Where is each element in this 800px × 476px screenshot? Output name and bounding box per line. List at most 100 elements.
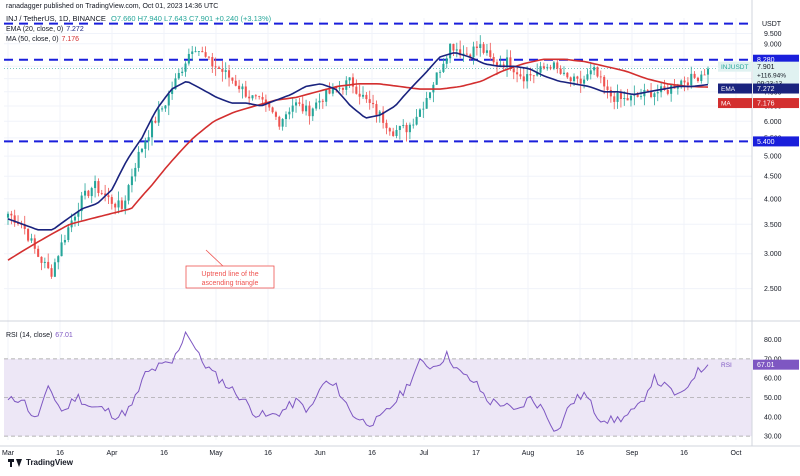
candle-body (124, 200, 127, 209)
candle-body (690, 73, 693, 86)
candle-body (13, 215, 16, 224)
candle-body (147, 137, 150, 142)
candle-body (157, 109, 160, 123)
candle-body (274, 112, 277, 117)
rsi-legend[interactable]: RSI (14, close) 67.01 (6, 332, 73, 339)
candle-body (549, 67, 552, 69)
candle-body (586, 74, 589, 80)
candle-body (425, 97, 428, 109)
candle-body (382, 111, 385, 123)
candle-body (67, 227, 70, 240)
candle-body (271, 107, 274, 113)
time-tick-label: Jun (314, 450, 325, 457)
ema-value-tag-bg (753, 83, 799, 94)
candle-body (449, 43, 452, 59)
trendline: Uptrend line of the ascending triangle (185, 249, 275, 289)
candle-body (499, 64, 502, 67)
candle-body (201, 51, 204, 53)
ema-name-tag-bg (718, 83, 752, 94)
candle-body (140, 148, 144, 152)
annotation-arrow (205, 249, 226, 269)
candle-body (331, 86, 334, 94)
time-tick-label: Mar (2, 450, 15, 457)
candle-body (6, 213, 10, 218)
candle-body (365, 94, 368, 100)
candle-body (368, 99, 371, 103)
candle-body (552, 62, 555, 69)
time-tick-label: Sep (626, 450, 639, 457)
candle-body (619, 92, 622, 100)
candle-body (539, 66, 542, 73)
candle-body (341, 87, 344, 90)
candle-body (442, 63, 445, 72)
candle-body (161, 108, 164, 110)
candle-body (338, 87, 341, 89)
candle-body (606, 86, 609, 90)
candle-body (94, 181, 97, 189)
published-line: ranadagger published on TradingView.com,… (6, 3, 219, 10)
candle-body (335, 86, 338, 89)
candle-body (311, 108, 314, 117)
candle-body (469, 54, 472, 58)
rsi-line (7, 330, 709, 432)
candle-body (117, 200, 120, 208)
candle-body (392, 131, 395, 137)
time-tick-label: 16 (368, 450, 376, 457)
candle-body (107, 195, 110, 198)
candle-body (489, 50, 492, 57)
candle-body (696, 77, 699, 82)
candle-body (472, 46, 475, 58)
tradingview-brand[interactable]: TradingView (8, 458, 73, 467)
candle-body (506, 57, 509, 68)
candle-body (264, 99, 267, 103)
candle-body (522, 76, 525, 82)
candle-body (251, 95, 254, 99)
price-tick-label: 5.000 (764, 154, 782, 161)
candle-body (589, 70, 592, 75)
candle-body (656, 92, 659, 94)
candle-body (100, 192, 103, 194)
candle-body (80, 195, 83, 212)
ma-name-tag: MA (721, 101, 731, 108)
symbol-name: INJ / TetherUS, 1D, BINANCE (6, 14, 106, 23)
time-tick-label: Apr (107, 450, 119, 457)
annotation-text: ascending triangle (202, 280, 259, 287)
candle-body (17, 223, 20, 225)
candle-body (254, 95, 257, 97)
candle-body (418, 109, 421, 117)
candle-body (670, 85, 673, 94)
candle-body (532, 75, 535, 77)
candle-body (191, 51, 194, 54)
candle-body (328, 89, 331, 94)
candle-body (184, 63, 187, 72)
price-tick-label: 4.500 (764, 174, 782, 181)
ma-legend[interactable]: MA (50, close, 0) 7.176 (6, 36, 80, 43)
candle-body (77, 211, 80, 217)
rsi-tick-label: 80.00 (764, 337, 782, 344)
ma-value-tag: 7.176 (757, 101, 775, 108)
candle-body (84, 190, 87, 196)
candle-body (43, 261, 46, 263)
candle-body (284, 114, 288, 120)
candle-body (428, 92, 432, 98)
candle-body (351, 77, 355, 87)
candles[interactable] (6, 35, 710, 279)
candle-body (248, 96, 251, 99)
ema-legend[interactable]: EMA (20, close, 0) 7.272 (6, 26, 84, 33)
rsi-tick-label: 60.00 (764, 376, 782, 383)
candle-body (623, 98, 626, 100)
rsi-panel (4, 330, 752, 437)
candle-body (599, 76, 602, 78)
candle-body (542, 66, 545, 69)
currency-label: USDT (762, 21, 782, 28)
candle-body (325, 89, 328, 102)
price-tick-label: 2.500 (764, 286, 782, 293)
brand-name: TradingView (26, 458, 73, 467)
candle-body (402, 124, 405, 126)
price-tick-label: 3.000 (764, 251, 782, 258)
candle-body (127, 185, 130, 201)
candle-body (291, 105, 294, 112)
candle-body (509, 57, 512, 69)
candle-body (268, 102, 271, 108)
